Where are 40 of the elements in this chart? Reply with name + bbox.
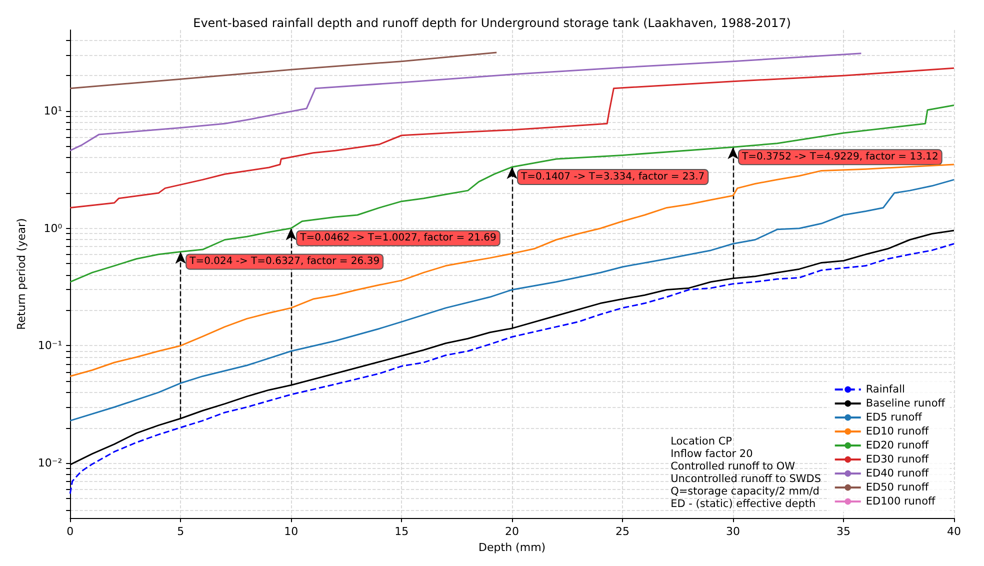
legend-label: ED40 runoff — [866, 468, 930, 480]
legend-label: ED30 runoff — [866, 454, 930, 466]
line-series — [69, 52, 498, 90]
legend-label: ED5 runoff — [866, 412, 923, 424]
x-tick-label: 35 — [836, 525, 851, 538]
x-axis-title: Depth (mm) — [478, 541, 546, 554]
y-tick-label: 10¹ — [44, 104, 62, 118]
legend-label: ED100 runoff — [866, 496, 936, 508]
x-tick-label: 15 — [394, 525, 409, 538]
legend-label: ED50 runoff — [866, 482, 930, 494]
annotation: Inflow factor 20 — [670, 448, 753, 460]
legend-label: ED10 runoff — [866, 426, 930, 438]
legend-label: Rainfall — [866, 384, 905, 396]
legend-label: Baseline runoff — [866, 398, 946, 410]
annotation: T=0.0462 -> T=1.0027, factor = 21.69 — [299, 232, 496, 244]
annotation: ED - (static) effective depth — [670, 498, 816, 510]
annotation: Uncontrolled runoff to SWDS — [670, 472, 822, 485]
annotation: Controlled runoff to OW — [670, 460, 796, 472]
x-tick-label: 20 — [505, 525, 520, 538]
annotation: T=0.024 -> T=0.6327, factor = 26.39 — [188, 256, 380, 268]
y-axis-title: Return period (year) — [15, 218, 28, 330]
x-tick-label: 10 — [284, 525, 298, 538]
legend-label: ED20 runoff — [866, 440, 930, 452]
line-series — [69, 104, 955, 283]
y-tick-label: 10⁻² — [38, 456, 62, 470]
x-tick-label: 5 — [177, 525, 184, 538]
annotation: T=0.3752 -> T=4.9229, factor = 13.12 — [741, 152, 938, 163]
x-tick-label: 30 — [726, 525, 740, 538]
annotation: T=0.1407 -> T=3.334, factor = 23.7 — [520, 171, 705, 182]
chart-title: Event-based rainfall depth and runoff depth for Underground storage tank (Laakhaven, 1988-2017) — [193, 16, 791, 30]
line-series — [69, 67, 955, 208]
x-tick-label: 40 — [947, 525, 961, 538]
x-tick-label: 25 — [616, 525, 630, 538]
y-tick-label: 10⁻¹ — [38, 339, 62, 352]
line-series — [69, 52, 862, 152]
x-tick-label: 0 — [66, 525, 74, 538]
annotation: Location CP — [670, 435, 732, 448]
line-series — [69, 164, 955, 377]
annotation: Q=storage capacity/2 mm/d — [670, 485, 820, 498]
y-tick-label: 10⁰ — [44, 222, 63, 235]
